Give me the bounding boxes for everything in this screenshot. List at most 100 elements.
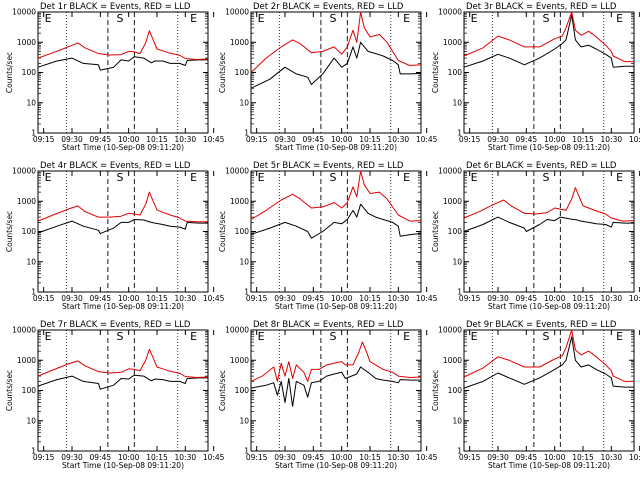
series-lld — [463, 11, 634, 63]
series-lld — [250, 170, 422, 222]
panel-det-7: Det 7r BLACK = Events, RED = LLD 1 10 100 10… — [5, 320, 225, 470]
interval-marker-e: E — [403, 171, 410, 184]
y-tick-label: 100 — [448, 386, 463, 395]
series-lld — [37, 30, 209, 60]
x-axis-label: Start Time (10-Sep-08 09:11:20) — [275, 143, 397, 152]
x-tick-label: 10:45 — [416, 135, 438, 144]
x-tick-label: 10:30 — [388, 294, 410, 303]
x-tick-label: 09:45 — [303, 294, 325, 303]
series-events — [250, 41, 422, 89]
panel-title: Det 4r BLACK = Events, RED = LLD — [40, 161, 191, 171]
interval-marker-e: E — [403, 12, 410, 25]
x-tick-label: 09:15 — [459, 294, 481, 303]
interval-marker-s: S — [542, 12, 549, 25]
x-tick-label: 10:30 — [388, 453, 410, 462]
y-tick-label: 10 — [26, 416, 36, 425]
y-tick-label: 1 — [244, 288, 249, 297]
y-axis-label: Counts/sec — [5, 370, 14, 411]
y-axis-label: Counts/sec — [5, 52, 14, 93]
panel-title: Det 9r BLACK = Events, RED = LLD — [466, 320, 617, 330]
panel-det-2: Det 2r BLACK = Events, RED = LLD 1 10 100 10… — [218, 2, 438, 152]
x-tick-label: 09:30 — [61, 453, 83, 462]
series-lld — [463, 187, 635, 222]
series-events — [250, 366, 421, 407]
interval-marker-e: E — [471, 330, 478, 343]
y-tick-label: 100 — [235, 386, 250, 395]
plot-frame — [463, 329, 635, 452]
x-tick-label: 10:00 — [544, 294, 566, 303]
x-tick-label: 09:15 — [33, 135, 55, 144]
y-tick-label: 100 — [22, 386, 37, 395]
y-axis-label: Counts/sec — [218, 370, 227, 411]
x-tick-label: 09:30 — [61, 294, 83, 303]
y-tick-label: 10 — [26, 257, 36, 266]
y-tick-label: 1000 — [230, 38, 249, 47]
x-tick-label: 09:30 — [487, 453, 509, 462]
y-axis-label: Counts/sec — [431, 211, 440, 252]
x-tick-label: 09:30 — [274, 453, 296, 462]
series-lld — [37, 191, 208, 223]
interval-marker-e: E — [616, 171, 623, 184]
interval-marker-e: E — [471, 171, 478, 184]
x-tick-label: 10:30 — [175, 135, 197, 144]
x-tick-label: 10:15 — [359, 135, 381, 144]
y-tick-label: 100 — [448, 227, 463, 236]
y-tick-label: 10000 — [225, 326, 249, 335]
interval-marker-s: S — [329, 330, 336, 343]
panel-title: Det 3r BLACK = Events, RED = LLD — [466, 2, 617, 12]
x-tick-label: 10:00 — [544, 453, 566, 462]
plot-frame — [37, 329, 209, 452]
y-tick-label: 1 — [457, 288, 462, 297]
x-tick-label: 10:00 — [118, 135, 140, 144]
panel-det-8: Det 8r BLACK = Events, RED = LLD 1 10 100 10… — [218, 320, 438, 470]
x-tick-label: 10:45 — [203, 135, 225, 144]
x-tick-label: 09:15 — [246, 294, 268, 303]
x-axis-label: Start Time (10-Sep-08 09:11:20) — [488, 302, 610, 311]
x-tick-label: 09:15 — [459, 453, 481, 462]
plot-frame — [250, 170, 422, 293]
x-tick-label: 09:30 — [274, 135, 296, 144]
y-axis-label: Counts/sec — [5, 211, 14, 252]
interval-marker-s: S — [116, 12, 123, 25]
x-tick-label: 10:45 — [416, 294, 438, 303]
series-events — [37, 219, 208, 235]
y-tick-label: 100 — [22, 227, 37, 236]
x-tick-label: 10:00 — [331, 453, 353, 462]
interval-marker-e: E — [616, 330, 623, 343]
y-axis-label: Counts/sec — [218, 211, 227, 252]
y-tick-label: 1 — [31, 129, 36, 138]
interval-marker-e: E — [45, 330, 52, 343]
y-tick-label: 10 — [452, 98, 462, 107]
plot-frame — [37, 170, 209, 293]
x-tick-label: 09:30 — [274, 294, 296, 303]
panel-det-1: Det 1r BLACK = Events, RED = LLD 1 10 100 10… — [5, 2, 225, 152]
x-axis-label: Start Time (10-Sep-08 09:11:20) — [488, 461, 610, 470]
y-tick-label: 10 — [452, 257, 462, 266]
x-tick-label: 09:45 — [516, 294, 538, 303]
y-tick-label: 10000 — [438, 326, 462, 335]
x-tick-label: 09:45 — [90, 135, 112, 144]
y-tick-label: 100 — [235, 68, 250, 77]
y-tick-label: 10 — [239, 98, 249, 107]
plot-frame — [463, 170, 635, 293]
interval-marker-e: E — [258, 171, 265, 184]
panel-det-9: Det 9r BLACK = Events, RED = LLD 1 10 100 10… — [431, 320, 640, 470]
x-tick-label: 09:15 — [246, 453, 268, 462]
series-lld — [37, 348, 209, 378]
x-tick-label: 10:15 — [359, 453, 381, 462]
y-tick-label: 100 — [235, 227, 250, 236]
panel-title: Det 6r BLACK = Events, RED = LLD — [466, 161, 617, 171]
x-tick-label: 10:15 — [572, 294, 594, 303]
y-tick-label: 1 — [31, 447, 36, 456]
series-events — [463, 14, 634, 68]
panel-title: Det 1r BLACK = Events, RED = LLD — [40, 2, 191, 12]
panel-title: Det 2r BLACK = Events, RED = LLD — [253, 2, 404, 12]
x-tick-label: 09:45 — [303, 453, 325, 462]
y-tick-label: 1000 — [230, 356, 249, 365]
y-tick-label: 10 — [452, 416, 462, 425]
panel-det-4: Det 4r BLACK = Events, RED = LLD 1 10 100 10… — [5, 161, 225, 311]
x-tick-label: 10:45 — [629, 294, 640, 303]
x-tick-label: 10:45 — [416, 453, 438, 462]
x-tick-label: 10:45 — [203, 294, 225, 303]
x-tick-label: 09:30 — [487, 294, 509, 303]
